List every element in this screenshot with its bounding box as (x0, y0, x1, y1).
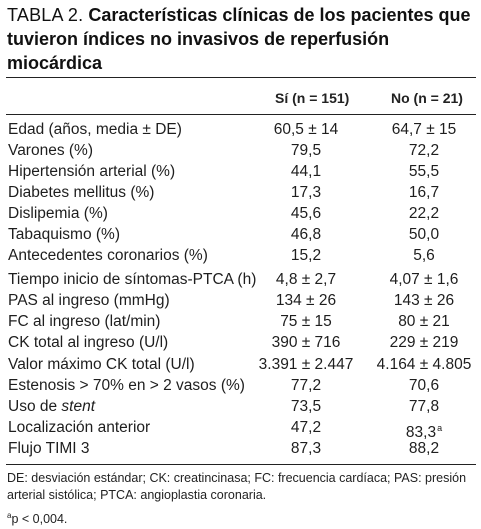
value-yes: 60,5 ± 14 (273, 121, 339, 138)
row-label: Flujo TIMI 3 (8, 440, 90, 457)
table-row: Flujo TIMI 3 87,3 88,2 (8, 439, 478, 459)
value-yes: 4,8 ± 2,7 (275, 271, 337, 288)
row-label: Tabaquismo (%) (8, 226, 120, 243)
value-yes: 134 ± 26 (275, 292, 337, 309)
value-no: 22,2 (408, 205, 440, 222)
row-label: Diabetes mellitus (%) (8, 184, 155, 201)
row-label: PAS al ingreso (mmHg) (8, 292, 170, 309)
row-label: Antecedentes coronarios (%) (8, 247, 208, 264)
footnote-significance: ap < 0,004. (7, 507, 477, 528)
header-rule (6, 114, 476, 115)
value-no: 5,6 (413, 247, 435, 264)
value-yes: 46,8 (290, 226, 322, 243)
table-row: Estenosis > 70% en > 2 vasos (%) 77,2 70… (8, 376, 478, 396)
top-rule (6, 77, 476, 78)
value-yes: 79,5 (290, 142, 322, 159)
table-row: Antecedentes coronarios (%) 15,2 5,6 (8, 246, 478, 266)
row-label: Hipertensión arterial (%) (8, 163, 176, 180)
table-row: Dislipemia (%) 45,6 22,2 (8, 204, 478, 224)
table-row: Localización anterior 47,2 83,3a (8, 418, 478, 441)
value-yes: 44,1 (290, 163, 322, 180)
value-yes: 45,6 (290, 205, 322, 222)
table-row: CK total al ingreso (U/l) 390 ± 716 229 … (8, 333, 478, 353)
value-no: 88,2 (408, 440, 440, 457)
value-no: 70,6 (408, 377, 440, 394)
row-label: Tiempo inicio de síntomas-PTCA (h) (8, 271, 257, 288)
table-row: Tiempo inicio de síntomas-PTCA (h) 4,8 ±… (8, 270, 478, 290)
row-label: Edad (años, media ± DE) (8, 121, 182, 138)
row-label: Uso de stent (8, 397, 95, 417)
value-no: 80 ± 21 (398, 313, 450, 330)
table-number: TABLA 2. (7, 5, 84, 25)
row-label: FC al ingreso (lat/min) (8, 313, 161, 330)
column-header-yes: Sí (n = 151) (275, 90, 350, 106)
table-row: PAS al ingreso (mmHg) 134 ± 26 143 ± 26 (8, 291, 478, 311)
value-yes: 73,5 (290, 398, 322, 415)
row-label: CK total al ingreso (U/l) (8, 334, 169, 351)
value-no: 83,3a (366, 418, 481, 443)
row-label: Varones (%) (8, 142, 93, 159)
table-row: Varones (%) 79,5 72,2 (8, 141, 478, 161)
footnote-p: p < 0,004. (11, 512, 68, 526)
row-label: Dislipemia (%) (8, 205, 108, 222)
row-label-prefix: Uso de (8, 398, 62, 415)
value-no: 77,8 (408, 398, 440, 415)
table-caption: Características clínicas de los paciente… (7, 5, 471, 73)
value-no: 72,2 (408, 142, 440, 159)
row-label: Valor máximo CK total (U/l) (8, 356, 195, 373)
value-yes: 47,2 (290, 419, 322, 436)
table-row: Diabetes mellitus (%) 17,3 16,7 (8, 183, 478, 203)
footnote-sup: a (7, 511, 12, 520)
value-no: 4.164 ± 4.805 (376, 356, 472, 373)
value-no: 143 ± 26 (393, 292, 455, 309)
value-yes: 77,2 (290, 377, 322, 394)
table-title: TABLA 2. Características clínicas de los… (7, 3, 477, 75)
table-row: Uso de stent 73,5 77,8 (8, 397, 478, 417)
value-yes: 3.391 ± 2.447 (258, 356, 354, 373)
table-row: FC al ingreso (lat/min) 75 ± 15 80 ± 21 (8, 312, 478, 332)
table-row: Hipertensión arterial (%) 44,1 55,5 (8, 162, 478, 182)
value-yes: 15,2 (290, 247, 322, 264)
value-yes: 390 ± 716 (271, 334, 341, 351)
footnote-abbreviations: DE: desviación estándar; CK: creatincina… (7, 471, 467, 502)
value-no: 64,7 ± 15 (391, 121, 457, 138)
value-no: 16,7 (408, 184, 440, 201)
value-yes: 75 ± 15 (280, 313, 332, 330)
value-no: 50,0 (408, 226, 440, 243)
row-label: Localización anterior (8, 419, 151, 436)
table-row: Valor máximo CK total (U/l) 3.391 ± 2.44… (8, 355, 478, 375)
value-yes: 87,3 (290, 440, 322, 457)
bottom-rule (6, 464, 476, 465)
table-row: Edad (años, media ± DE) 60,5 ± 14 64,7 ±… (8, 120, 478, 140)
row-label: Estenosis > 70% en > 2 vasos (%) (8, 377, 245, 394)
footnote-marker: a (437, 423, 443, 433)
value-no: 229 ± 219 (389, 334, 459, 351)
column-header-no: No (n = 21) (391, 90, 463, 106)
table-row: Tabaquismo (%) 46,8 50,0 (8, 225, 478, 245)
value-no: 4,07 ± 1,6 (389, 271, 459, 288)
value-yes: 17,3 (290, 184, 322, 201)
value-no-number: 83,3 (405, 424, 437, 441)
value-no: 55,5 (408, 163, 440, 180)
row-label-italic: stent (61, 398, 96, 415)
